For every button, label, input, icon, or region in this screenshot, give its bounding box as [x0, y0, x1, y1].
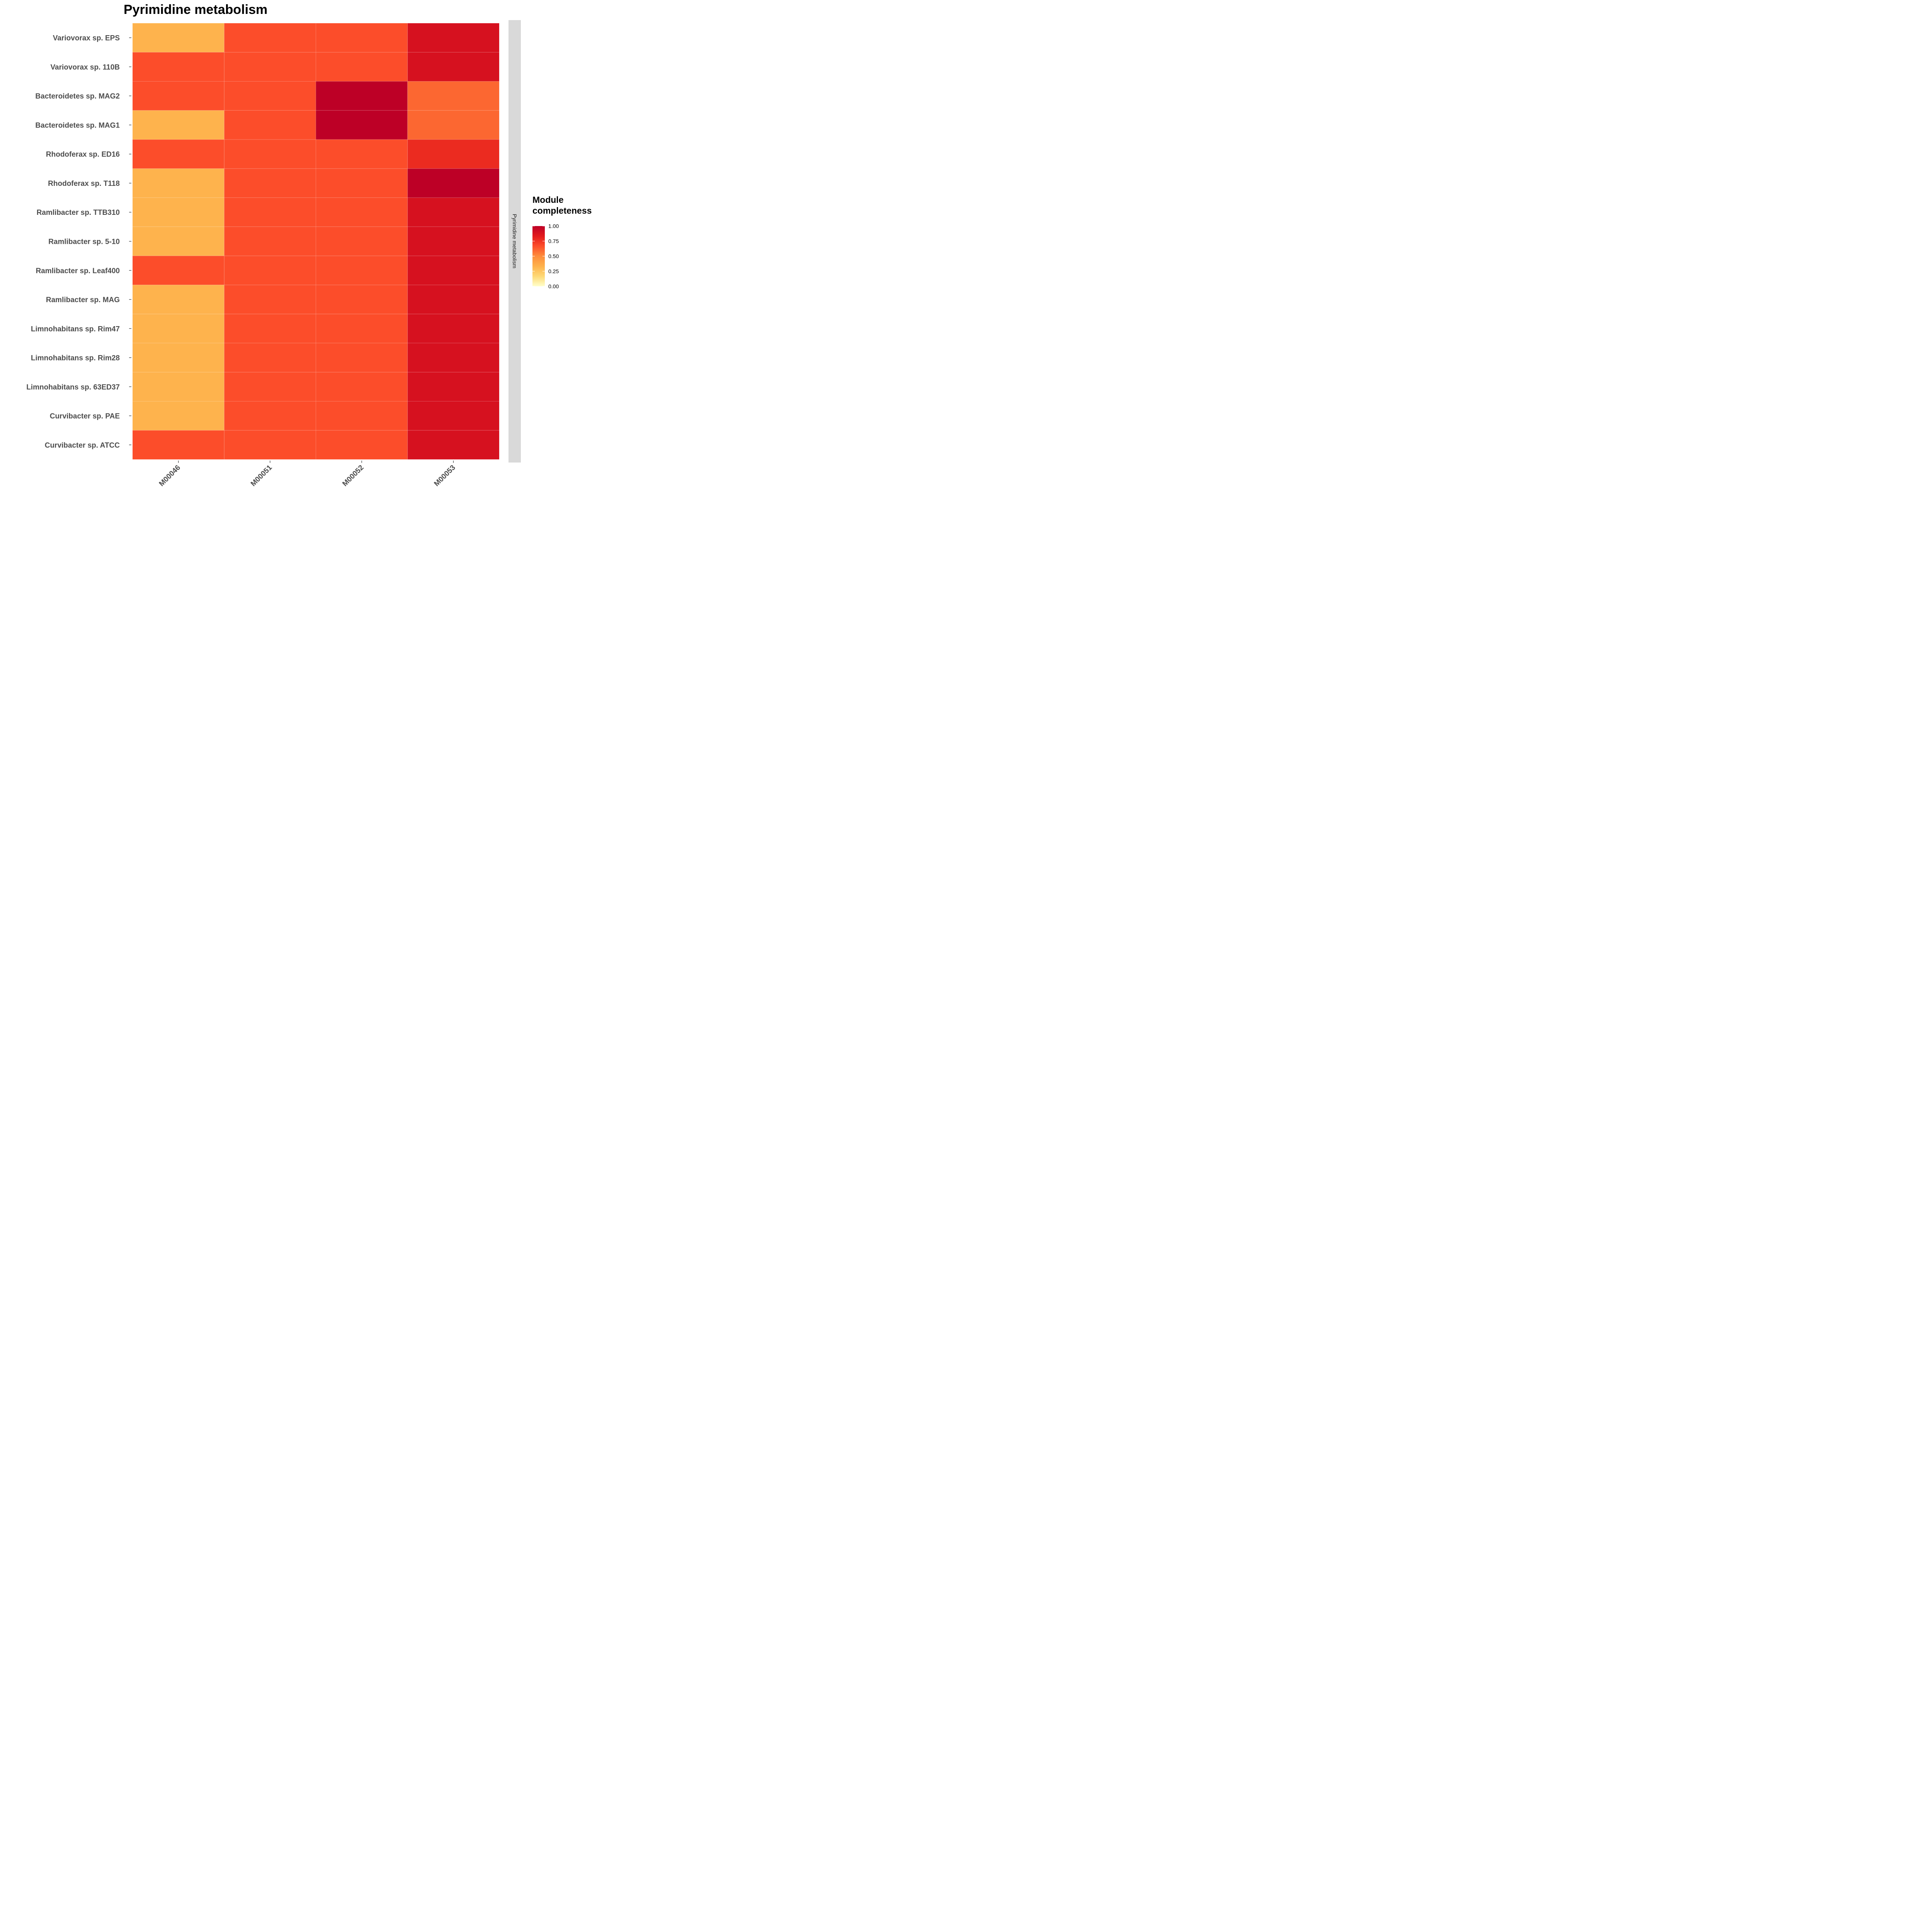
heatmap-cell — [407, 23, 500, 53]
heatmap-cell — [316, 139, 408, 169]
heatmap-cell — [316, 314, 408, 344]
x-tick-label: M00051 — [249, 463, 274, 488]
y-tick-label: Variovorax sp. 110B — [50, 63, 120, 71]
heatmap-cell — [407, 110, 500, 140]
heatmap-chart: Pyrimidine metabolism Variovorax sp. EPS… — [26, 2, 592, 488]
legend-tick-label: 1.00 — [548, 223, 559, 229]
heatmap-cell — [224, 23, 316, 53]
facet-strip-background — [509, 20, 521, 463]
heatmap-cell — [224, 314, 316, 344]
heatmap-cell — [224, 401, 316, 431]
heatmap-cell — [132, 197, 224, 227]
legend-tick-label: 0.00 — [548, 283, 559, 289]
heatmap-cell — [316, 197, 408, 227]
y-axis: Variovorax sp. EPS Variovorax sp. 110B Bac… — [26, 34, 131, 449]
heatmap-cell — [407, 52, 500, 82]
heatmap-cell — [316, 343, 408, 372]
heatmap-cell — [407, 81, 500, 111]
y-tick-label: Curvibacter sp. PAE — [50, 412, 120, 420]
x-tick-label: M00053 — [433, 464, 457, 488]
y-tick-label: Rhodoferax sp. ED16 — [46, 151, 120, 159]
y-tick-label: Ramlibacter sp. TTB310 — [37, 209, 120, 217]
heatmap-cell — [132, 52, 224, 82]
heatmap-cell — [224, 110, 316, 140]
heatmap-cell — [132, 255, 224, 285]
y-tick-label: Limnohabitans sp. 63ED37 — [26, 383, 120, 391]
heatmap-cell — [407, 401, 500, 431]
heatmap-cell — [224, 168, 316, 198]
legend: Module completeness 1.00 0.75 0.50 0.25 0.00 — [532, 195, 592, 289]
heatmap-cell — [132, 430, 224, 460]
heatmap-cell — [316, 52, 408, 82]
y-tick-label: Rhodoferax sp. T118 — [48, 180, 120, 188]
heatmap-cell — [132, 372, 224, 401]
heatmap-cell — [132, 110, 224, 140]
facet-strip-label: Pyrimidine metabolism — [512, 214, 518, 269]
heatmap-cell — [407, 197, 500, 227]
heatmap-cell — [316, 401, 408, 431]
legend-tick-label: 0.25 — [548, 268, 559, 274]
heatmap-cell — [224, 284, 316, 315]
legend-title-line-2: completeness — [532, 206, 592, 216]
heatmap-cell — [224, 226, 316, 256]
heatmap-cell — [132, 168, 224, 198]
heatmap-cell — [316, 284, 408, 315]
heatmap-cell — [132, 284, 224, 315]
y-tick-label: Bacteroidetes sp. MAG2 — [35, 92, 120, 100]
x-tick-label: M00052 — [341, 464, 365, 488]
legend-ticks: 1.00 0.75 0.50 0.25 0.00 — [532, 223, 559, 289]
y-tick-label: Ramlibacter sp. Leaf400 — [36, 267, 120, 275]
y-tick-label: Bacteroidetes sp. MAG1 — [35, 121, 120, 129]
heatmap-cell — [407, 139, 500, 169]
chart-title: Pyrimidine metabolism — [124, 2, 267, 17]
heatmap-cell — [132, 81, 224, 111]
legend-tick-label: 0.75 — [548, 238, 559, 244]
heatmap-cell — [224, 197, 316, 227]
heatmap-cell — [224, 255, 316, 285]
heatmap-cell — [407, 284, 500, 315]
y-tick-label: Ramlibacter sp. 5-10 — [48, 238, 120, 246]
heatmap-cell — [224, 81, 316, 111]
facet-strip: Pyrimidine metabolism — [509, 20, 521, 463]
y-tick-label: Curvibacter sp. ATCC — [45, 441, 120, 449]
heatmap-cell — [316, 23, 408, 53]
heatmap-cell — [407, 314, 500, 344]
heatmap-cell — [407, 226, 500, 256]
legend-title-line-1: Module — [532, 195, 564, 205]
y-tick-label: Ramlibacter sp. MAG — [46, 296, 120, 304]
y-tick-label: Limnohabitans sp. Rim47 — [31, 325, 120, 333]
heatmap-cell — [132, 343, 224, 372]
heatmap-cell — [224, 139, 316, 169]
heatmap-cell — [224, 430, 316, 460]
heatmap-cell — [132, 314, 224, 344]
heatmap-cell — [224, 343, 316, 372]
x-tick-label: M00046 — [158, 464, 182, 488]
y-tick-label: Variovorax sp. EPS — [53, 34, 120, 43]
heatmap-cell — [224, 372, 316, 401]
heatmap-cell — [316, 255, 408, 285]
heatmap-cell — [316, 372, 408, 401]
y-tick-label: Limnohabitans sp. Rim28 — [31, 354, 120, 362]
heatmap-cell — [316, 226, 408, 256]
heatmap-cell — [316, 81, 408, 111]
heatmap-cell — [407, 372, 500, 401]
heatmap-cell — [316, 110, 408, 140]
heatmap-cell — [224, 52, 316, 82]
heatmap-cell — [407, 343, 500, 372]
legend-tick-label: 0.50 — [548, 253, 559, 259]
heatmap-cell — [132, 226, 224, 256]
heatmap-cell — [316, 430, 408, 460]
heatmap-cell — [407, 430, 500, 460]
heatmap-cell — [132, 401, 224, 431]
heatmap-cell — [132, 23, 224, 53]
x-axis: M00046 M00051 M00052 M00053 — [158, 461, 457, 488]
heatmap-cell — [316, 168, 408, 198]
heatmap-cell — [407, 168, 500, 198]
heatmap-cells — [132, 23, 500, 460]
heatmap-cell — [132, 139, 224, 169]
heatmap-cell — [407, 255, 500, 285]
